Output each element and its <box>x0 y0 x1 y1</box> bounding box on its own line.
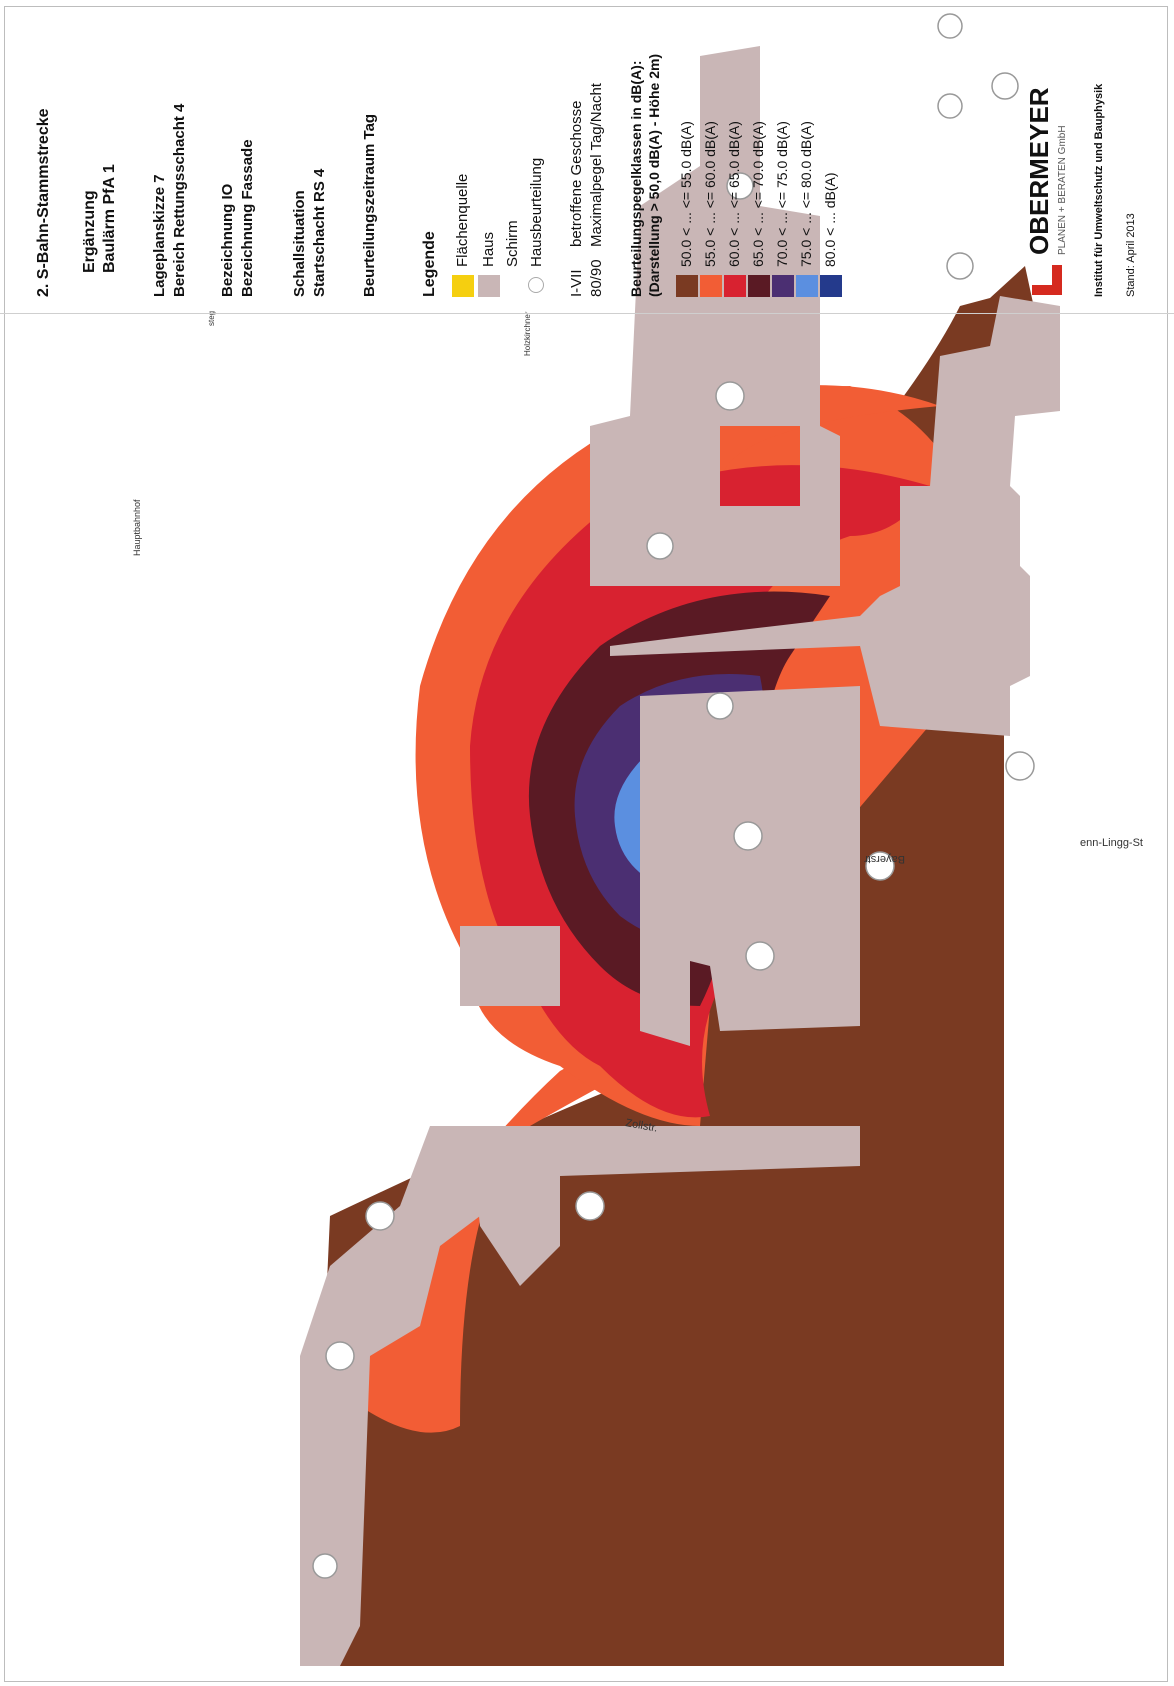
assessment-points <box>312 13 1035 1579</box>
company-logo <box>1030 263 1069 297</box>
building-corner <box>470 1126 530 1216</box>
logo-mark-icon <box>1032 265 1062 295</box>
level-label-5: 70.0 < ... <= 75.0 dB(A) <box>774 121 790 267</box>
street-label-zollstr: Zollstr. <box>624 1117 658 1134</box>
subtitle-2: Baulärm PfA 1 <box>101 164 118 273</box>
code-1-text: betroffene Geschosse <box>568 100 585 247</box>
subtitle-1: Ergänzung <box>81 190 98 273</box>
swatch-house <box>478 275 500 297</box>
situation-1: Schallsituation <box>291 190 308 297</box>
map-label-holzkirchner: Holzkirchner <box>523 311 532 356</box>
code-2: 80/90 <box>588 259 605 297</box>
company-name: OBERMEYER <box>1024 87 1054 255</box>
legend-heading: Legende <box>421 231 438 297</box>
station-label: Hauptbahnhof <box>132 499 142 556</box>
level-label-6: 75.0 < ... <= 80.0 dB(A) <box>798 121 814 267</box>
level-swatch-5 <box>772 275 794 297</box>
level-label-7: 80.0 < ... dB(A) <box>822 172 838 267</box>
building-block-main <box>610 296 1060 736</box>
building-block-south <box>640 686 860 1046</box>
level-swatch-6 <box>796 275 818 297</box>
level-label-1: 50.0 < ... <= 55.0 dB(A) <box>678 121 694 267</box>
level-label-3: 60.0 < ... <= 65.0 dB(A) <box>726 121 742 267</box>
building-center-small <box>460 926 560 1006</box>
building-west-strip <box>300 1126 480 1666</box>
level-swatch-3 <box>724 275 746 297</box>
levels-heading-2: (Darstellung > 50,0 dB(A) - Höhe 2m) <box>646 53 662 297</box>
sketch-2: Bereich Rettungsschacht 4 <box>171 103 188 297</box>
legend-house-assessment: Hausbeurteilung <box>528 157 545 267</box>
swatch-source <box>452 275 474 297</box>
street-label-lingg: enn-Lingg-St <box>1080 837 1143 849</box>
desc-1: Bezeichnung IO <box>219 183 236 297</box>
legend-source: Flächenquelle <box>454 173 471 267</box>
level-swatch-1 <box>676 275 698 297</box>
desc-2: Bezeichnung Fassade <box>239 139 256 297</box>
situation-2: Startschacht RS 4 <box>311 168 328 297</box>
legend-house: Haus <box>480 231 497 267</box>
level-label-2: 55.0 < ... <= 60.0 dB(A) <box>702 121 718 267</box>
code-2-text: Maximalpegel Tag/Nacht <box>588 83 605 247</box>
level-label-4: 65.0 < ... <= 70.0 dB(A) <box>750 121 766 267</box>
legend-screen: Schirm <box>504 220 521 267</box>
building-south-west-row <box>470 1126 860 1286</box>
map-label-steg: steg <box>207 311 216 326</box>
legend-panel: 2. S-Bahn-Stammstrecke Ergänzung Baulärm… <box>0 4 1174 314</box>
sketch-1: Lageplanskizze 7 <box>151 174 168 297</box>
level-swatch-7 <box>820 275 842 297</box>
building-east-strip <box>590 46 840 586</box>
project-title: 2. S-Bahn-Stammstrecke <box>35 108 52 297</box>
street-label-bayerstr: Bayerstr <box>864 853 905 865</box>
institute: Institut für Umweltschutz und Bauphysik <box>1093 83 1105 297</box>
level-swatch-4 <box>748 275 770 297</box>
buildings <box>300 46 1060 1666</box>
swatch-house-assessment <box>528 277 544 293</box>
company-tagline: PLANEN + BERATEN GmbH <box>1057 125 1068 255</box>
period: Beurteilungszeitraum Tag <box>361 113 378 297</box>
code-1: I-VII <box>568 269 585 297</box>
levels-heading-1: Beurteilungspegelklassen in dB(A): <box>628 60 644 297</box>
date: Stand: April 2013 <box>1125 213 1137 297</box>
level-swatch-2 <box>700 275 722 297</box>
